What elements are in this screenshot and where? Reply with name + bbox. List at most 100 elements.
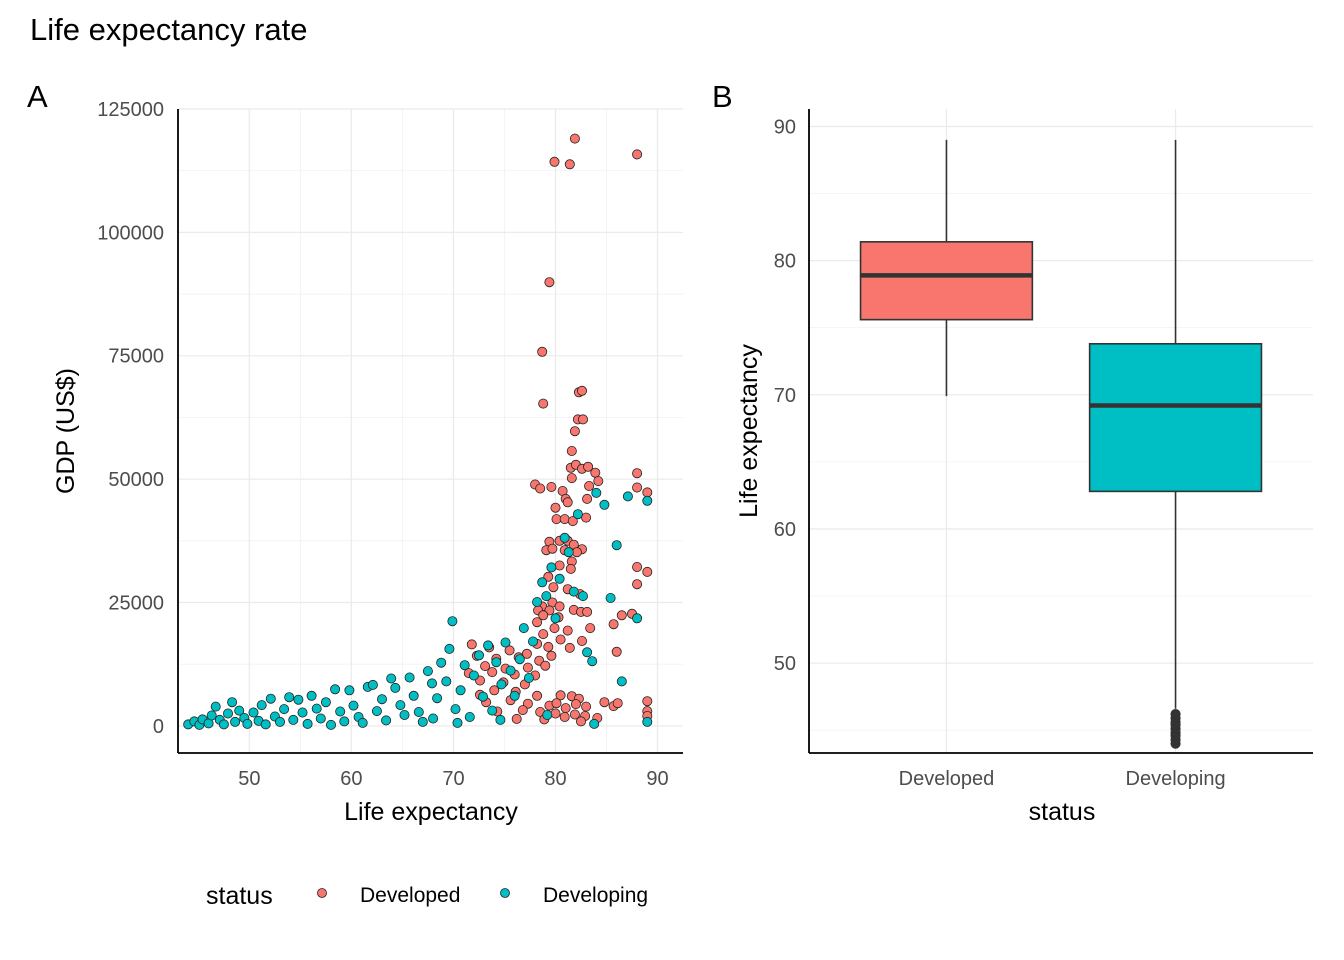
scatter-point-developing [284,692,295,703]
scatter-point-developing [605,593,616,604]
scatter-point-developed [581,701,592,712]
scatter-point-developed [559,514,570,525]
scatter-y-tick-label: 0 [153,716,164,738]
scatter-x-axis-title: Life expectancy [344,798,518,826]
scatter-point-developed [632,482,643,493]
scatter-point-developing [404,672,415,683]
figure-title: Life expectancy rate [30,12,307,47]
scatter-point-developed [642,696,653,707]
scatter-panel: A 50 60 70 80 90 0 25000 50000 75000 100000 12500… [27,79,683,826]
scatter-point-developed [549,623,560,634]
scatter-point-developed [569,709,580,720]
scatter-point-developing [339,716,350,727]
scatter-point-developing [468,670,479,681]
scatter-point-developing [477,691,488,702]
scatter-point-developing [381,715,392,726]
scatter-point-developed [538,629,549,640]
panel-a-tag: A [27,79,48,114]
scatter-point-developing [274,716,285,727]
scatter-point-developed [632,468,643,479]
scatter-point-developing [297,707,308,718]
scatter-point-developing [483,640,494,651]
scatter-point-developing [302,718,313,729]
scatter-point-developed [554,560,565,571]
scatter-point-developing [541,591,552,602]
scatter-point-developing [591,487,602,498]
scatter-point-developing [265,693,276,704]
boxplot-x-tick-label: Developed [899,768,995,790]
scatter-point-developing [436,657,447,668]
scatter-point-developed [522,662,533,673]
scatter-point-developing [325,719,336,730]
scatter-point-developing [348,700,359,711]
scatter-point-developing [320,697,331,708]
scatter-point-developed [577,385,588,396]
scatter-point-developed [616,610,627,621]
scatter-point-developing [390,682,401,693]
scatter-point-developing [242,718,253,729]
scatter-point-developed [543,641,554,652]
scatter-point-developing [523,673,534,684]
boxplot-y-tick-label: 50 [774,653,796,675]
legend-label-developed: Developed [360,884,460,907]
scatter-point-developed [532,690,543,701]
scatter-point-developed [548,582,559,593]
legend-label-developing: Developing [543,884,648,907]
scatter-point-developed [487,667,498,678]
scatter-point-developing [344,685,355,696]
scatter-point-developing [542,710,553,721]
scatter-point-developing [422,666,433,677]
boxplot-y-tick-label: 90 [774,116,796,138]
scatter-point-developing [518,623,529,634]
scatter-point-developed [562,497,573,508]
scatter-point-developed [535,483,546,494]
boxplot-x-tick-label: Developing [1126,768,1226,790]
scatter-point-developing [218,719,229,730]
scatter-point-developing [568,586,579,597]
scatter-point-developed [560,703,571,714]
boxplot-y-axis-title: Life expectancy [735,344,763,518]
scatter-point-developed [554,601,565,612]
scatter-point-developing [230,716,241,727]
scatter-point-developing [642,495,653,506]
scatter-point-developed [555,634,566,645]
boxplot-x-ticks: Developed Developing [899,768,1226,790]
scatter-point-developing [611,540,622,551]
scatter-point-developing [227,697,238,708]
scatter-point-developing [408,690,419,701]
scatter-point-developing [452,717,463,728]
scatter-point-developed [517,705,528,716]
scatter-point-developed [585,623,596,634]
scatter-point-developed [559,712,570,723]
boxplot-y-tick-label: 60 [774,519,796,541]
scatter-point-developing [455,685,466,696]
scatter-x-tick-label: 60 [340,768,362,790]
scatter-point-developing [563,547,574,558]
scatter-point-developing [248,707,259,718]
scatter-point-developing [293,694,304,705]
scatter-point-developing [206,710,217,721]
scatter-point-developing [234,705,245,716]
scatter-point-developing [376,694,387,705]
scatter-point-developed [550,502,561,513]
scatter-point-developed [562,625,573,636]
scatter-point-developing [632,613,643,624]
scatter-point-developing [589,718,600,729]
scatter-point-developed [564,642,575,653]
scatter-point-developing [399,710,410,721]
scatter-point-developing [537,577,548,588]
scatter-point-developing [222,708,233,719]
scatter-point-developing [550,613,561,624]
scatter-point-developing [495,714,506,725]
scatter-point-developing [509,690,520,701]
scatter-point-developed [538,398,549,409]
scatter-point-developed [537,346,548,357]
scatter-point-developed [480,661,491,672]
scatter-point-developing [572,509,583,520]
scatter-point-developing [417,716,428,727]
scatter-point-developed [564,159,575,170]
scatter-point-developing [464,712,475,723]
scatter-point-developed [546,481,557,492]
legend-key-developing [500,888,510,898]
